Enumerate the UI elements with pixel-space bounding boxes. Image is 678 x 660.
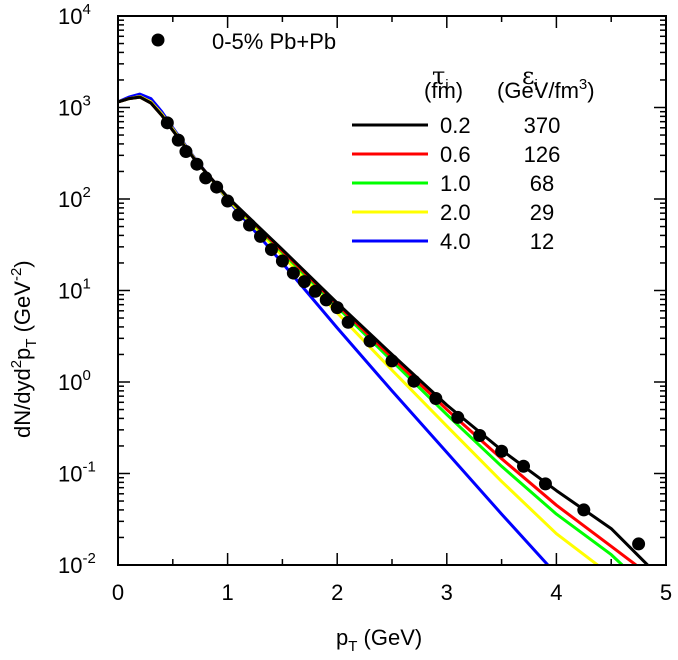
data-point	[160, 116, 174, 130]
data-legend-label: 0-5% Pb+Pb	[212, 29, 336, 54]
x-tick-label: 5	[660, 580, 672, 605]
data-point	[179, 145, 193, 159]
y-tick-label: 100	[58, 367, 91, 395]
x-tick-label: 4	[550, 580, 562, 605]
y-tick-label: 10-2	[58, 550, 96, 578]
data-point	[319, 293, 333, 307]
legend-tau-value: 1.0	[440, 171, 471, 196]
data-point	[473, 429, 487, 443]
x-tick-label: 1	[221, 580, 233, 605]
y-tick-label: 101	[58, 276, 91, 304]
data-point	[308, 284, 322, 298]
data-point	[363, 334, 377, 348]
legend-header-tau: τi	[432, 62, 449, 94]
legend-header-eps-unit: (GeV/fm3)	[497, 76, 595, 103]
data-point	[538, 477, 552, 491]
legend-header-eps: εi	[522, 62, 538, 94]
x-axis-label: pT (GeV)	[336, 625, 422, 655]
data-point	[286, 266, 300, 280]
data-point	[495, 444, 509, 458]
data-point	[243, 218, 257, 232]
data-point	[451, 410, 465, 424]
data-point	[232, 208, 246, 222]
data-point	[577, 503, 591, 517]
ticks-layer	[117, 15, 667, 566]
legend-eps-value: 29	[530, 200, 554, 225]
legend: 0.2 370 0.6 126 1.0 68 2.0 29 4.0 12	[352, 113, 560, 254]
data-point	[221, 194, 235, 208]
data-point	[407, 374, 421, 388]
data-point	[199, 171, 213, 185]
legend-header-tau-unit: (fm)	[424, 78, 463, 103]
data-point	[190, 157, 204, 171]
data-point	[253, 229, 267, 243]
data-point	[297, 275, 311, 289]
x-tick-label: 0	[112, 580, 124, 605]
legend-tau-value: 0.6	[440, 142, 471, 167]
legend-eps-value: 370	[524, 113, 561, 138]
data-point	[632, 537, 646, 551]
legend-tau-value: 2.0	[440, 200, 471, 225]
y-tick-labels: 10-2 10-1 100 101 102 103 104	[58, 1, 96, 578]
data-point	[341, 315, 355, 329]
data-point	[264, 243, 278, 257]
data-point	[210, 180, 224, 194]
data-point	[517, 459, 531, 473]
x-tick-label: 2	[331, 580, 343, 605]
x-tick-labels: 0 1 2 3 4 5	[112, 580, 672, 605]
data-legend-marker	[151, 33, 165, 47]
legend-eps-value: 68	[530, 171, 554, 196]
legend-eps-value: 12	[530, 229, 554, 254]
plot-frame	[117, 15, 667, 566]
data-points-layer	[160, 116, 646, 551]
data-point	[429, 392, 443, 406]
data-point	[275, 254, 289, 268]
y-axis-label: dN/dyd2pT (GeV-2)	[8, 260, 40, 438]
legend-tau-value: 0.2	[440, 113, 471, 138]
data-point	[171, 133, 185, 147]
y-tick-label: 104	[58, 1, 91, 29]
y-tick-label: 102	[58, 184, 91, 212]
data-point	[385, 354, 399, 368]
series-line-4.0	[118, 92, 550, 565]
legend-tau-value: 4.0	[440, 229, 471, 254]
y-tick-label: 103	[58, 93, 91, 121]
y-tick-label: 10-1	[58, 459, 96, 487]
series-line-2.0	[118, 95, 601, 565]
legend-eps-value: 126	[524, 142, 561, 167]
x-tick-label: 3	[441, 580, 453, 605]
data-point	[330, 301, 344, 315]
